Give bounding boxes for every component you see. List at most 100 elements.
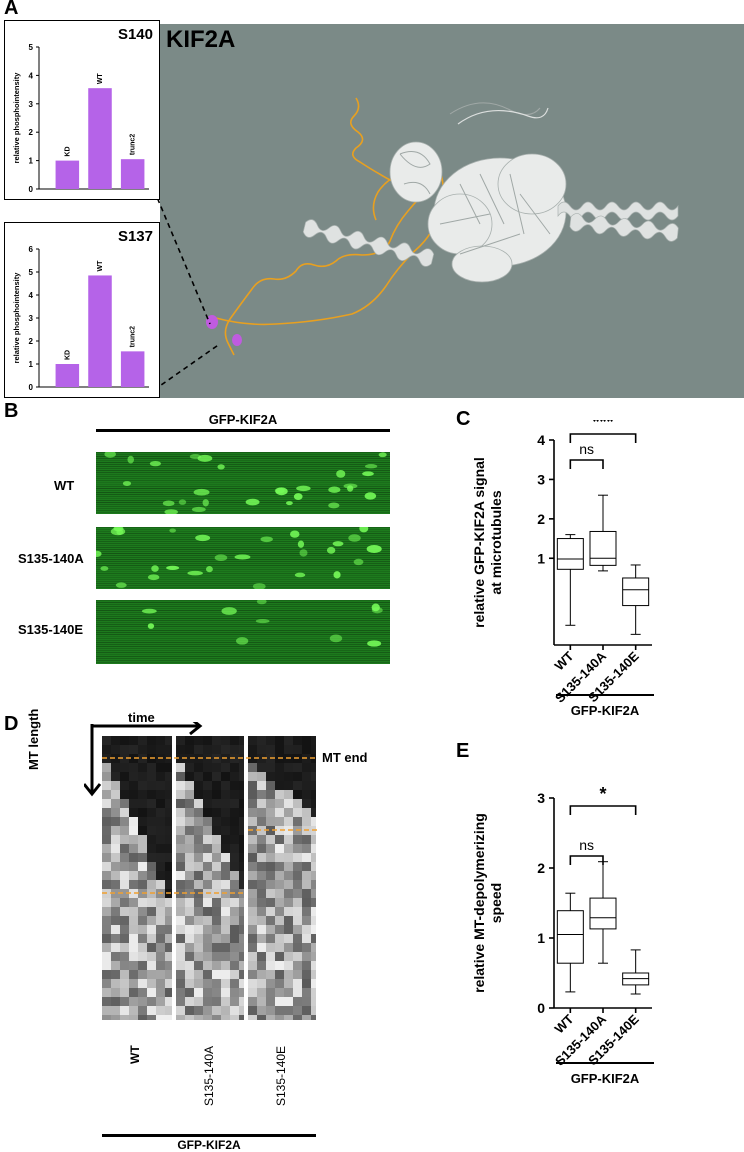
mt-kymo-label-140e: S135-140E: [274, 1045, 288, 1106]
pixel: [203, 736, 212, 745]
noise-line: [96, 504, 390, 505]
pixel: [176, 880, 185, 889]
pixel: [230, 799, 239, 808]
pixel: [203, 943, 212, 952]
pixel: [111, 952, 120, 961]
pixel: [176, 808, 185, 817]
pixel: [221, 799, 230, 808]
pixel: [147, 871, 156, 880]
pixel: [138, 844, 147, 853]
pixel: [203, 781, 212, 790]
pixel: [212, 790, 221, 799]
pixel: [185, 889, 194, 898]
pixel: [257, 997, 266, 1006]
pixel: [221, 988, 230, 997]
pixel: [284, 817, 293, 826]
pixel: [203, 934, 212, 943]
pixel: [212, 853, 221, 862]
pixel: [293, 952, 302, 961]
pixel: [221, 736, 230, 745]
pixel: [185, 1006, 194, 1015]
pixel: [111, 826, 120, 835]
pixel: [120, 1015, 129, 1020]
pixel: [302, 961, 311, 970]
pixel: [212, 745, 221, 754]
pixel: [302, 907, 311, 916]
gfp-spot: [166, 565, 180, 571]
pixel: [102, 979, 111, 988]
pixel: [156, 799, 165, 808]
pixel: [302, 979, 311, 988]
pixel: [311, 745, 316, 754]
pixel: [212, 799, 221, 808]
gfp-spot: [149, 460, 162, 467]
pixel: [266, 844, 275, 853]
pixel: [302, 835, 311, 844]
pixel: [230, 1015, 239, 1020]
pixel: [230, 862, 239, 871]
pixel: [284, 943, 293, 952]
pixel: [203, 763, 212, 772]
gfp-spot: [299, 549, 308, 557]
pixel: [185, 736, 194, 745]
pixel: [176, 925, 185, 934]
pixel: [266, 898, 275, 907]
pixel: [239, 907, 244, 916]
noise-line: [96, 496, 390, 497]
pixel: [185, 979, 194, 988]
pixel: [102, 988, 111, 997]
y-tick-label: 3: [537, 790, 545, 806]
pixel: [165, 943, 172, 952]
pixel: [311, 970, 316, 979]
group-label: GFP-KIF2A: [571, 703, 640, 718]
pixel: [138, 988, 147, 997]
pixel: [293, 736, 302, 745]
pixel: [257, 880, 266, 889]
pixel: [275, 916, 284, 925]
pixel: [221, 817, 230, 826]
pixel: [284, 916, 293, 925]
pixel: [111, 889, 120, 898]
pixel: [138, 979, 147, 988]
pixel: [239, 898, 244, 907]
pixel: [284, 781, 293, 790]
noise-line: [96, 537, 390, 538]
pixel: [194, 808, 203, 817]
pixel: [203, 862, 212, 871]
gfp-spot: [348, 534, 361, 542]
pixel: [138, 763, 147, 772]
pixel: [176, 736, 185, 745]
noise-line: [96, 486, 390, 487]
pixel: [102, 871, 111, 880]
pixel: [147, 817, 156, 826]
pixel: [176, 988, 185, 997]
pixel: [194, 853, 203, 862]
pixel: [212, 835, 221, 844]
pixel: [194, 925, 203, 934]
pixel: [203, 853, 212, 862]
pixel: [111, 853, 120, 862]
pixel: [284, 808, 293, 817]
mt-length-label: MT length: [26, 708, 41, 770]
pixel: [248, 916, 257, 925]
pixel: [185, 943, 194, 952]
pixel: [266, 763, 275, 772]
pixel: [129, 763, 138, 772]
pixel: [239, 835, 244, 844]
pixel: [165, 772, 172, 781]
pixel: [302, 916, 311, 925]
noise-line: [96, 547, 390, 548]
y-axis-label: relative GFP-KIF2A signal: [471, 457, 487, 628]
gfp-spot: [141, 608, 157, 614]
pixel: [102, 817, 111, 826]
pixel: [284, 979, 293, 988]
noise-line: [96, 600, 390, 601]
pixel: [194, 961, 203, 970]
noise-line: [96, 508, 390, 509]
pixel: [111, 745, 120, 754]
pixel: [248, 763, 257, 772]
pixel: [221, 844, 230, 853]
pixel: [311, 880, 316, 889]
pixel: [230, 835, 239, 844]
noise-line: [96, 632, 390, 633]
